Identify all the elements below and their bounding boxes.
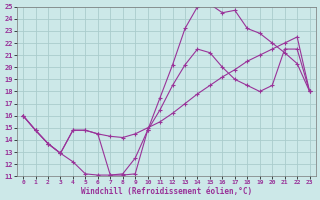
- X-axis label: Windchill (Refroidissement éolien,°C): Windchill (Refroidissement éolien,°C): [81, 187, 252, 196]
